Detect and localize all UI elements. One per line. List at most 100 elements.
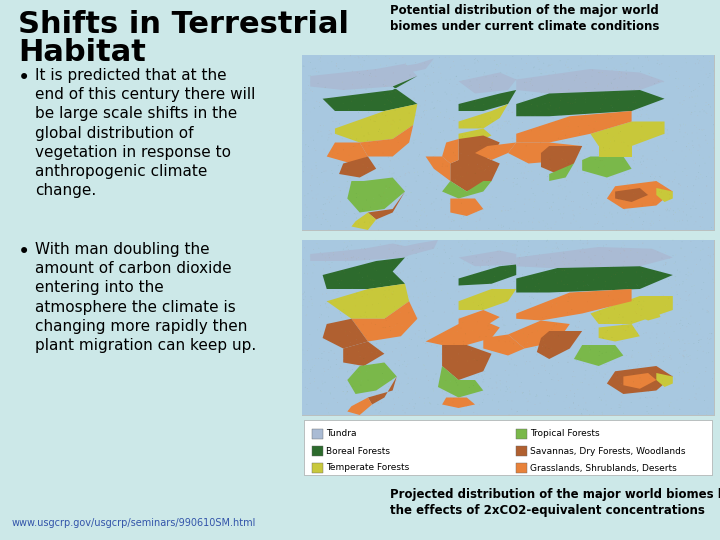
Polygon shape bbox=[624, 373, 657, 389]
Polygon shape bbox=[384, 240, 438, 258]
Point bbox=[305, 293, 317, 301]
Point bbox=[600, 213, 612, 221]
Point bbox=[315, 301, 326, 310]
Point bbox=[429, 403, 441, 411]
Point bbox=[474, 332, 485, 341]
Point bbox=[682, 360, 693, 369]
Point bbox=[581, 140, 593, 149]
Point bbox=[521, 333, 533, 341]
Point bbox=[521, 345, 533, 354]
Point bbox=[421, 189, 433, 198]
Point bbox=[333, 161, 344, 170]
Point bbox=[520, 90, 531, 98]
Point bbox=[658, 291, 670, 300]
Point bbox=[498, 222, 509, 231]
Point bbox=[395, 274, 406, 282]
Point bbox=[371, 313, 382, 321]
Point bbox=[363, 277, 374, 286]
Point bbox=[536, 89, 547, 97]
Point bbox=[502, 97, 513, 106]
Point bbox=[690, 85, 701, 93]
Point bbox=[477, 400, 488, 409]
Point bbox=[302, 346, 313, 355]
Point bbox=[423, 394, 434, 402]
Point bbox=[694, 336, 706, 345]
Point bbox=[323, 365, 334, 374]
Point bbox=[696, 205, 708, 213]
Point bbox=[323, 251, 335, 259]
Point bbox=[613, 88, 624, 97]
Point bbox=[458, 286, 469, 295]
Point bbox=[369, 109, 381, 117]
Point bbox=[462, 160, 474, 169]
Point bbox=[614, 67, 626, 76]
Point bbox=[635, 206, 647, 215]
Point bbox=[578, 282, 590, 291]
Point bbox=[641, 218, 652, 226]
Point bbox=[528, 315, 540, 323]
Point bbox=[644, 393, 656, 402]
Point bbox=[359, 275, 371, 284]
Point bbox=[703, 339, 714, 347]
Point bbox=[402, 356, 414, 365]
Point bbox=[362, 272, 374, 280]
Point bbox=[557, 259, 568, 267]
Text: www.usgcrp.gov/usgcrp/seminars/990610SM.html: www.usgcrp.gov/usgcrp/seminars/990610SM.… bbox=[12, 518, 256, 528]
Point bbox=[345, 366, 356, 375]
Point bbox=[318, 255, 330, 264]
Point bbox=[692, 111, 703, 120]
Point bbox=[691, 384, 703, 393]
Bar bbox=[302, 240, 714, 415]
Point bbox=[594, 291, 606, 299]
Point bbox=[540, 243, 552, 252]
Point bbox=[506, 100, 518, 109]
Point bbox=[382, 258, 394, 267]
Point bbox=[529, 400, 541, 409]
Point bbox=[402, 239, 414, 248]
Point bbox=[679, 339, 690, 348]
Point bbox=[585, 346, 596, 354]
Point bbox=[655, 60, 667, 69]
Point bbox=[433, 76, 445, 84]
Point bbox=[504, 360, 516, 368]
Point bbox=[436, 337, 448, 346]
Point bbox=[300, 200, 311, 209]
Point bbox=[375, 163, 387, 172]
Point bbox=[577, 94, 589, 103]
Point bbox=[459, 62, 470, 70]
Point bbox=[477, 205, 489, 214]
Point bbox=[383, 315, 395, 323]
Point bbox=[593, 80, 604, 89]
Point bbox=[475, 347, 487, 355]
Point bbox=[482, 188, 493, 197]
Point bbox=[660, 372, 671, 381]
Point bbox=[323, 400, 335, 408]
Point bbox=[636, 294, 648, 302]
Polygon shape bbox=[450, 199, 483, 216]
Point bbox=[644, 219, 656, 228]
Point bbox=[560, 195, 572, 204]
Point bbox=[351, 376, 362, 385]
Point bbox=[678, 189, 689, 198]
Point bbox=[520, 222, 531, 231]
Point bbox=[657, 51, 669, 59]
Point bbox=[657, 396, 668, 404]
Point bbox=[297, 152, 309, 161]
Point bbox=[497, 320, 508, 328]
Point bbox=[416, 206, 428, 214]
Point bbox=[681, 353, 693, 361]
Point bbox=[589, 325, 600, 333]
Point bbox=[701, 293, 713, 302]
Point bbox=[457, 172, 469, 181]
Point bbox=[697, 213, 708, 221]
Point bbox=[538, 333, 549, 342]
Point bbox=[374, 407, 386, 416]
Point bbox=[690, 389, 702, 398]
Point bbox=[643, 56, 654, 64]
Point bbox=[300, 213, 311, 222]
Point bbox=[549, 385, 561, 394]
Point bbox=[560, 393, 572, 402]
Point bbox=[673, 160, 685, 169]
Polygon shape bbox=[537, 331, 582, 359]
Point bbox=[602, 338, 613, 347]
